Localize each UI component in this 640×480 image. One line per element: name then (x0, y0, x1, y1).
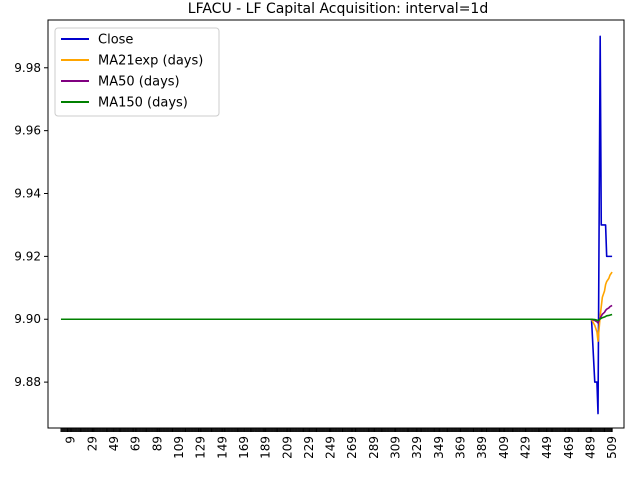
x-tick-label-6: 129 (194, 436, 208, 459)
y-tick-label-4: 9.96 (14, 124, 41, 138)
x-tick-label-23: 469 (562, 436, 576, 459)
minor-x-ticks (60, 428, 613, 432)
x-tick-label-5: 109 (172, 436, 186, 459)
series-line-ma21exp-days (60, 271, 613, 343)
x-tick-label-22: 449 (540, 436, 554, 459)
x-tick-label-0: 9 (64, 436, 78, 444)
x-tick-label-13: 269 (345, 436, 359, 459)
x-tick-label-1: 29 (85, 436, 99, 451)
x-tick-label-15: 309 (389, 436, 403, 459)
legend-label-ma21exp-days: MA21exp (days) (98, 54, 203, 69)
x-tick-label-11: 229 (302, 436, 316, 459)
x-tick-label-24: 489 (583, 436, 597, 459)
x-tick-label-14: 289 (367, 436, 381, 459)
legend-label-ma50-days: MA50 (days) (98, 75, 180, 90)
series-line-close (60, 35, 613, 415)
x-tick-label-19: 389 (475, 436, 489, 459)
x-tick-label-12: 249 (324, 436, 338, 459)
legend-box (54, 27, 220, 117)
legend-label-close: Close (98, 33, 133, 48)
y-tick-label-5: 9.98 (14, 61, 41, 75)
x-tick-label-16: 329 (410, 436, 424, 459)
x-tick-label-25: 509 (605, 436, 619, 459)
minor-x-tick-marks (60, 428, 613, 432)
legend-label-ma150-days: MA150 (days) (98, 96, 188, 111)
x-tick-label-4: 89 (150, 436, 164, 451)
series-line-ma150-days (60, 313, 613, 322)
x-tick-label-3: 69 (129, 436, 143, 451)
x-tick-label-21: 429 (518, 436, 532, 459)
y-axis: 9.88 9.90 9.92 9.94 9.96 9.98 (14, 61, 48, 389)
x-tick-label-20: 409 (497, 436, 511, 459)
y-tick-label-0: 9.88 (14, 375, 41, 389)
chart-title: LFACU - LF Capital Acquisition: interval… (188, 1, 488, 17)
series-line-ma50-days (60, 304, 613, 324)
legend: Close MA21exp (days) MA50 (days) MA150 (day… (54, 27, 220, 117)
x-axis: 9 29 49 69 89 109 129 149 169 189 209 229 249 269 289 3… (64, 428, 619, 459)
x-tick-label-7: 149 (215, 436, 229, 459)
y-tick-label-1: 9.90 (14, 312, 41, 326)
x-tick-label-18: 369 (454, 436, 468, 459)
x-tick-label-8: 169 (237, 436, 251, 459)
y-tick-label-3: 9.94 (14, 187, 41, 201)
x-tick-label-10: 209 (280, 436, 294, 459)
series-layer (60, 35, 613, 415)
y-tick-label-2: 9.92 (14, 249, 41, 263)
x-tick-label-17: 349 (432, 436, 446, 459)
x-tick-label-9: 189 (259, 436, 273, 459)
x-tick-label-2: 49 (107, 436, 121, 451)
